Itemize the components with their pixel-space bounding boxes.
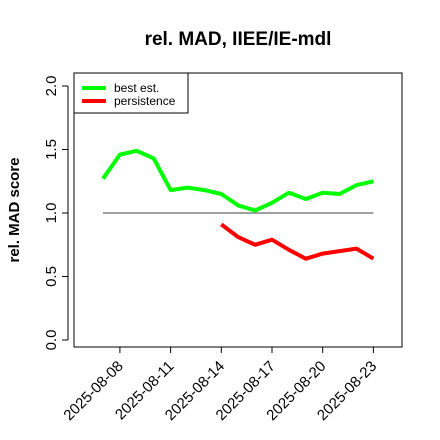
y-tick-label: 2.0 [43,76,60,97]
series-line-best-est [101,148,374,213]
y-tick-label: 1.0 [43,203,60,224]
legend-box [73,72,189,114]
legend-label: best est. [114,81,159,95]
chart-title: rel. MAD, IIEE/IE-mdl [145,29,332,50]
legend-label: persistence [114,94,176,108]
legend: best est.persistence [73,72,189,114]
y-tick-label: 1.5 [43,139,60,160]
y-tick-label: 0.5 [43,266,60,287]
y-axis-label: rel. MAD score [6,157,23,262]
x-axis: 2025-08-082025-08-112025-08-142025-08-17… [60,346,380,424]
series-layer [101,148,375,261]
plot-frame [73,72,403,348]
y-tick-label: 0.0 [43,330,60,351]
series-line-persistence [220,222,375,261]
y-axis: 0.0 0.5 1.0 1.5 2.0 [43,76,69,351]
